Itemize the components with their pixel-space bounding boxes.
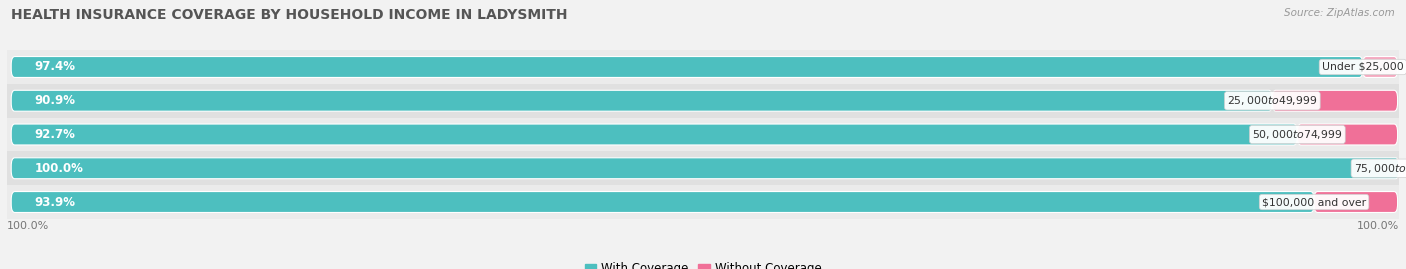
Text: 100.0%: 100.0% bbox=[1357, 221, 1399, 231]
FancyBboxPatch shape bbox=[1298, 124, 1398, 145]
Text: $25,000 to $49,999: $25,000 to $49,999 bbox=[1227, 94, 1317, 107]
FancyBboxPatch shape bbox=[11, 192, 1315, 213]
Text: 100.0%: 100.0% bbox=[7, 221, 49, 231]
Text: $75,000 to $99,999: $75,000 to $99,999 bbox=[1354, 162, 1406, 175]
Legend: With Coverage, Without Coverage: With Coverage, Without Coverage bbox=[579, 258, 827, 269]
Bar bbox=[7, 118, 1399, 151]
FancyBboxPatch shape bbox=[11, 124, 1298, 145]
Text: 92.7%: 92.7% bbox=[35, 128, 76, 141]
Text: 100.0%: 100.0% bbox=[35, 162, 84, 175]
Bar bbox=[7, 84, 1399, 118]
Bar bbox=[7, 50, 1399, 84]
Text: Under $25,000: Under $25,000 bbox=[1322, 62, 1403, 72]
Text: 97.4%: 97.4% bbox=[35, 61, 76, 73]
Text: HEALTH INSURANCE COVERAGE BY HOUSEHOLD INCOME IN LADYSMITH: HEALTH INSURANCE COVERAGE BY HOUSEHOLD I… bbox=[11, 8, 568, 22]
Text: $100,000 and over: $100,000 and over bbox=[1263, 197, 1367, 207]
Text: $50,000 to $74,999: $50,000 to $74,999 bbox=[1253, 128, 1343, 141]
FancyBboxPatch shape bbox=[1362, 56, 1398, 77]
Text: 93.9%: 93.9% bbox=[35, 196, 76, 208]
Bar bbox=[7, 151, 1399, 185]
FancyBboxPatch shape bbox=[11, 90, 1272, 111]
Bar bbox=[7, 185, 1399, 219]
Text: 90.9%: 90.9% bbox=[35, 94, 76, 107]
FancyBboxPatch shape bbox=[11, 158, 1399, 179]
Text: Source: ZipAtlas.com: Source: ZipAtlas.com bbox=[1284, 8, 1395, 18]
FancyBboxPatch shape bbox=[1315, 192, 1398, 213]
FancyBboxPatch shape bbox=[1272, 90, 1398, 111]
FancyBboxPatch shape bbox=[11, 56, 1362, 77]
